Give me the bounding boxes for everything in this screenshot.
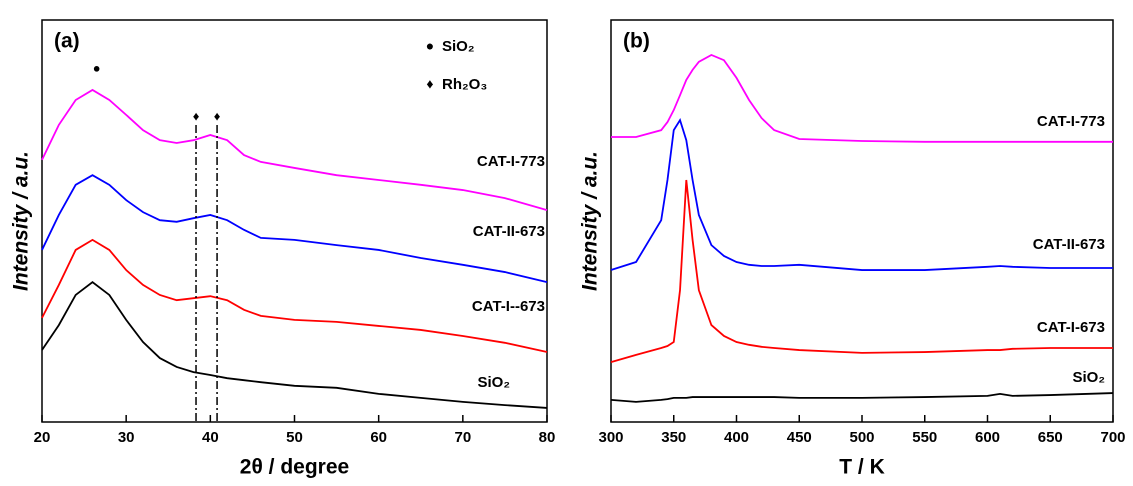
series-line <box>41 88 548 212</box>
series-line <box>611 53 1113 143</box>
x-axis-label: 2θ / degree <box>240 456 349 479</box>
legend-label: SiO₂ <box>442 38 475 55</box>
series-label: CAT-I-773 <box>477 153 545 170</box>
x-tick-label: 550 <box>912 429 937 446</box>
x-tick-label: 700 <box>1100 429 1125 446</box>
series-label: CAT-I-773 <box>1037 113 1105 130</box>
x-tick-label: 500 <box>849 429 874 446</box>
x-tick-label: 70 <box>454 429 471 446</box>
legend-symbol: ● <box>426 38 434 54</box>
x-tick-label: 30 <box>118 429 135 446</box>
x-tick-label: 60 <box>370 429 387 446</box>
peak-marker: ♦ <box>193 108 200 123</box>
peak-marker: ♦ <box>214 108 221 123</box>
x-tick-label: 350 <box>661 429 686 446</box>
x-tick-label: 40 <box>202 429 219 446</box>
series-line <box>610 392 1114 403</box>
series-line <box>41 280 548 409</box>
x-tick-label: 400 <box>724 429 749 446</box>
x-tick-label: 300 <box>598 429 623 446</box>
x-tick-label: 80 <box>539 429 556 446</box>
x-tick-label: 600 <box>975 429 1000 446</box>
panel-label: (b) <box>623 30 650 53</box>
series-line <box>41 238 548 353</box>
series-label: SiO₂ <box>477 374 510 391</box>
x-tick-label: 20 <box>34 429 51 446</box>
legend-label: Rh₂O₃ <box>442 76 487 93</box>
series-label: SiO₂ <box>1072 369 1105 386</box>
x-axis-label: T / K <box>839 456 885 479</box>
peak-marker: ● <box>93 60 101 75</box>
series-line <box>610 179 1113 363</box>
series-label: CAT-I-673 <box>1037 319 1105 336</box>
x-tick-label: 650 <box>1038 429 1063 446</box>
x-tick-label: 450 <box>787 429 812 446</box>
x-tick-label: 50 <box>286 429 303 446</box>
series-label: CAT-II-673 <box>473 223 545 240</box>
series-label: CAT-I--673 <box>472 298 545 315</box>
y-axis-label: Intensity / a.u. <box>10 151 33 291</box>
series-label: CAT-II-673 <box>1033 236 1105 253</box>
series-line <box>610 117 1113 271</box>
legend-symbol: ♦ <box>426 76 433 92</box>
y-axis-label: Intensity / a.u. <box>579 151 602 291</box>
panel-label: (a) <box>54 30 80 53</box>
series-line <box>41 174 548 283</box>
